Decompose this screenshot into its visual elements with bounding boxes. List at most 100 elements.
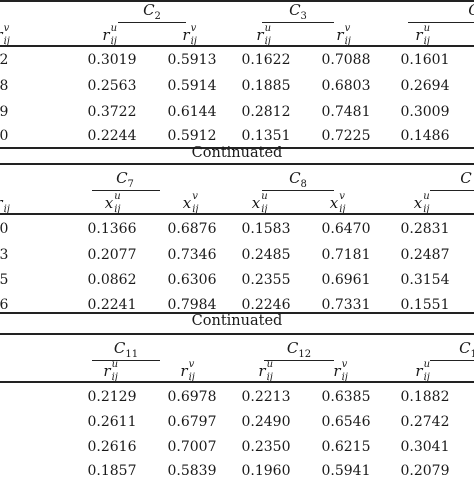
variable-symbol: r [333,362,341,380]
variable-scripts: v ij [338,191,350,215]
table-cell: 0.3722 [87,104,137,120]
table-cell: 0.5913 [167,52,217,68]
variable-scripts: ij [3,199,15,215]
table-cell: 0.2485 [241,247,291,263]
criterion-letter: C [289,169,301,187]
table-cell: 0.7984 [167,297,217,313]
table-cell: 0.5941 [321,463,371,479]
variable-scripts: u ij [422,191,434,215]
variable-scripts: u ij [260,191,272,215]
table-cell: 0.1960 [241,463,291,479]
variable-scripts: v ij [3,23,15,47]
table-cell: 0.2487 [400,247,450,263]
variable-subscript: ij [423,372,430,383]
table-cell: 0.5914 [167,78,217,94]
variable-superscript: v [192,191,198,202]
variable-header: rv ij [0,23,15,47]
variable-subscript: ij [423,204,430,215]
table-cell: 0.6978 [167,389,217,405]
criterion-letter: C [116,169,128,187]
variable-subscript: ij [111,372,118,383]
variable-scripts: u ij [113,191,125,215]
variable-scripts: u ij [264,23,276,47]
column-header-rule [0,45,474,47]
section-end-rule [0,312,474,314]
criterion-header: C3 [289,2,307,25]
table-cell: 0.1882 [400,389,450,405]
table-cell: 0.5839 [167,463,217,479]
variable-symbol: x [104,194,114,212]
criterion-letter: C [468,1,474,19]
criterion-header: C [468,2,474,25]
variable-symbol: x [251,194,261,212]
variable-superscript: u [264,23,272,34]
variable-subscript: ij [3,204,10,215]
table-cell: 0.2742 [400,414,450,430]
criterion-index: 11 [125,349,139,360]
variable-scripts: v ij [191,191,203,215]
table-cell: 778 [0,78,9,94]
variable-scripts: v ij [344,23,356,47]
variable-symbol: x [182,194,192,212]
table-cell: 562 [0,52,9,68]
table-cell: 0.6144 [167,104,217,120]
table-cell: 0.2241 [87,297,137,313]
variable-subscript: ij [192,204,199,215]
variable-superscript: v [188,359,195,370]
criterion-index: 1 [470,349,474,360]
table-cell: 0.2831 [400,221,450,237]
variable-superscript: v [190,23,197,34]
caption-rule [0,163,474,165]
table-cell: 0.1551 [400,297,450,313]
header-underline [262,190,334,191]
table-cell: 033 [0,247,9,263]
table-cell: 0.1601 [400,52,450,68]
variable-subscript: ij [261,204,268,215]
variable-subscript: ij [266,372,273,383]
variable-symbol: r [0,26,3,44]
variable-superscript: v [339,191,345,202]
table-cell: 0.7481 [321,104,371,120]
table-cell: 0.2077 [87,247,137,263]
variable-scripts: v ij [341,359,353,383]
variable-subscript: ij [114,204,121,215]
table-cell: 0.7181 [321,247,371,263]
column-header-rule [0,213,474,215]
table-cell: 0.2079 [400,463,450,479]
table-cell: 0.2355 [241,272,291,288]
table-cell: 0.7331 [321,297,371,313]
variable-header: r u ij [103,359,122,383]
variable-subscript: ij [3,36,10,47]
section-end-rule [0,147,474,149]
criterion-index: 2 [154,11,161,22]
header-underline [408,22,474,23]
table-cell: 0.1857 [87,463,137,479]
variable-superscript: u [423,191,430,202]
table-cell: 0.6803 [321,78,371,94]
header-underline [430,360,474,361]
table-cell: 0.1351 [241,128,291,144]
variable-header: x u ij [251,191,272,215]
table-cell: 0.2213 [241,389,291,405]
variable-subscript: ij [264,36,271,47]
criterion-header: C1 [459,340,474,363]
table-cell: 719 [0,104,9,120]
variable-symbol: r [103,362,111,380]
variable-subscript: ij [339,204,346,215]
criterion-header: C12 [287,340,311,363]
table-cell: 0.3041 [400,439,450,455]
header-underline [264,360,334,361]
table-cell: 0.6876 [167,221,217,237]
criterion-letter: C [113,339,126,357]
variable-scripts: u ij [266,359,278,383]
table-cell: 0.2490 [241,414,291,430]
variable-scripts: v ij [188,359,200,383]
table-cell: 0.6546 [321,414,371,430]
variable-scripts: u ij [423,359,435,383]
header-underline [430,190,474,191]
criterion-header: C11 [114,340,138,363]
table-cell: 0.7088 [321,52,371,68]
table-cell: 0.6385 [321,389,371,405]
variable-scripts: u ij [110,23,122,47]
